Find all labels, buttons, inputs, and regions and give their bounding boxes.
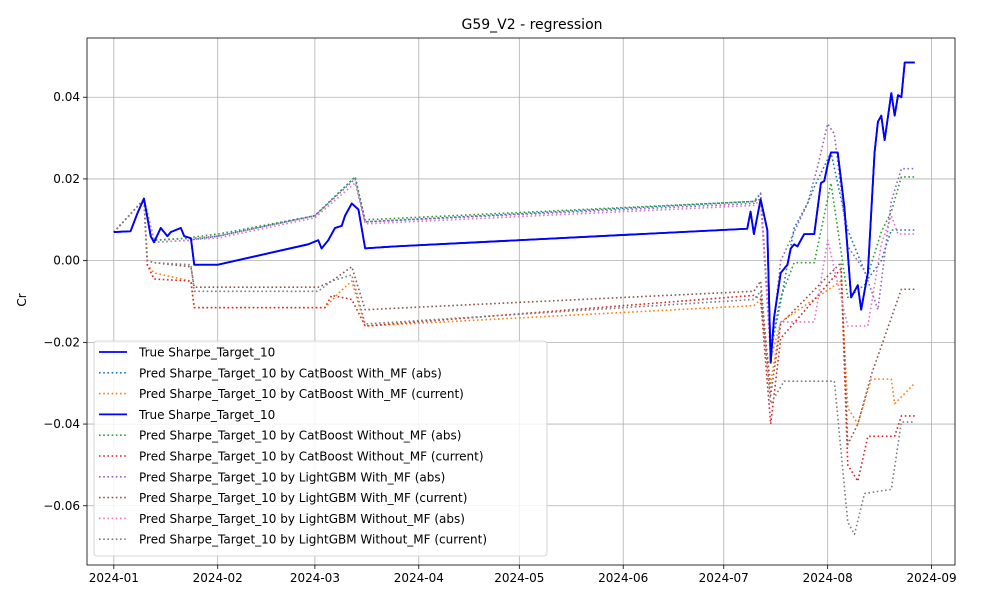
y-axis-label: Cr <box>15 293 29 306</box>
x-tick-label: 2024-03 <box>290 571 340 585</box>
x-tick-label: 2024-02 <box>193 571 243 585</box>
series-line-pred-sharpe-target-10-by-catboost-without-mf-current <box>113 198 915 483</box>
legend-entry: Pred Sharpe_Target_10 by CatBoost Withou… <box>139 429 461 443</box>
y-tick-label: −0.02 <box>43 335 80 349</box>
legend-box <box>93 340 548 557</box>
legend-entry: Pred Sharpe_Target_10 by LightGBM Withou… <box>139 512 465 526</box>
legend-entry: True Sharpe_Target_10 <box>138 408 275 422</box>
y-tick-label: 0.00 <box>53 254 80 268</box>
x-tick-label: 2024-07 <box>699 571 749 585</box>
x-tick-label: 2024-04 <box>394 571 444 585</box>
legend-entry: Pred Sharpe_Target_10 by LightGBM Withou… <box>139 533 487 547</box>
legend-entry: Pred Sharpe_Target_10 by CatBoost Withou… <box>139 450 484 464</box>
x-tick-label: 2024-05 <box>494 571 544 585</box>
series-line-true-sharpe-target-10 <box>113 61 915 364</box>
y-tick-label: 0.02 <box>53 172 80 186</box>
x-tick-label: 2024-09 <box>906 571 956 585</box>
x-tick-label: 2024-06 <box>598 571 648 585</box>
legend-entry: True Sharpe_Target_10 <box>138 346 275 360</box>
chart-title: G59_V2 - regression <box>461 17 602 33</box>
legend-entry: Pred Sharpe_Target_10 by LightGBM With_M… <box>139 491 467 505</box>
legend: True Sharpe_Target_10 Pred Sharpe_Target_… <box>93 340 548 557</box>
plot-area-frame <box>86 37 956 566</box>
legend-entry: Pred Sharpe_Target_10 by CatBoost With_M… <box>139 387 464 401</box>
legend-entry: Pred Sharpe_Target_10 by CatBoost With_M… <box>139 366 442 380</box>
legend-entry: Pred Sharpe_Target_10 by LightGBM With_M… <box>139 470 445 484</box>
series-layer <box>113 61 916 536</box>
axes: 2024-01 2024-02 2024-03 2024-04 2024-05 2024-… <box>43 37 957 585</box>
x-tick-label: 2024-01 <box>89 571 139 585</box>
series-line-pred-sharpe-target-10-by-catboost-with-mf-current <box>113 198 916 425</box>
y-tick-label: 0.04 <box>53 90 80 104</box>
y-tick-label: −0.06 <box>43 499 80 513</box>
y-tick-label: −0.04 <box>43 417 80 431</box>
x-tick-label: 2024-08 <box>803 571 853 585</box>
